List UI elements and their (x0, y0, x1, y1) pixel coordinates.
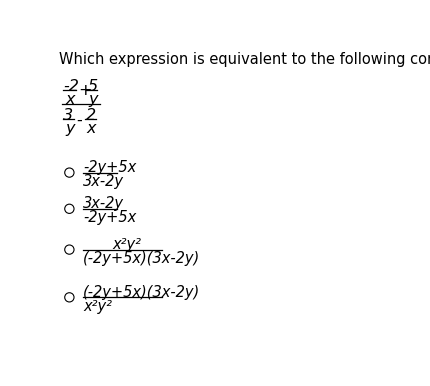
Text: (-2y+5x)(3x-2y): (-2y+5x)(3x-2y) (83, 285, 200, 300)
Text: Which expression is equivalent to the following complex fraction?: Which expression is equivalent to the fo… (59, 52, 430, 68)
Text: 3: 3 (63, 108, 73, 123)
Text: 3x-2y: 3x-2y (83, 174, 124, 189)
Text: -2y+5x: -2y+5x (83, 210, 136, 225)
Text: -2y+5x: -2y+5x (83, 160, 136, 175)
Text: y: y (65, 121, 75, 136)
Text: -: - (76, 113, 82, 127)
Text: 3x-2y: 3x-2y (83, 196, 124, 212)
Text: y: y (88, 92, 97, 107)
Text: 2: 2 (86, 108, 96, 123)
Text: +: + (78, 83, 91, 98)
Text: (-2y+5x)(3x-2y): (-2y+5x)(3x-2y) (83, 251, 200, 266)
Text: x: x (86, 121, 96, 136)
Text: -2: -2 (63, 79, 79, 94)
Text: x²y²: x²y² (83, 299, 112, 314)
Text: x²y²: x²y² (112, 237, 141, 252)
Text: x: x (65, 92, 75, 107)
Text: 5: 5 (88, 79, 98, 94)
